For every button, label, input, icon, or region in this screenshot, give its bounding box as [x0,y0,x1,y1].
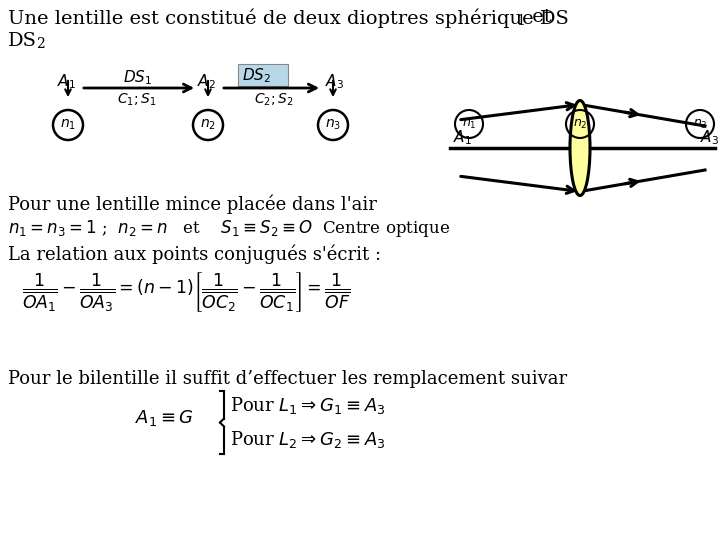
Text: $A_1$: $A_1$ [453,128,472,147]
Ellipse shape [570,100,590,195]
Bar [238,64,288,86]
Text: $A_2$: $A_2$ [197,72,216,91]
Text: $C_2 ; S_2$: $C_2 ; S_2$ [253,92,293,109]
Text: Pour $L_1 \Rightarrow G_1 \equiv A_3$: Pour $L_1 \Rightarrow G_1 \equiv A_3$ [230,395,385,415]
Text: et: et [526,8,552,26]
Text: DS: DS [8,32,37,50]
Text: $n_2$: $n_2$ [572,117,588,131]
Text: $n_3$: $n_3$ [325,118,341,132]
Text: $n_3$: $n_3$ [693,117,707,131]
Text: Une lentille est constitué de deux dioptres sphérique DS: Une lentille est constitué de deux diopt… [8,8,569,28]
Text: 2: 2 [36,37,45,51]
Text: $\dfrac{1}{\overline{OA_1}} - \dfrac{1}{\overline{OA_3}} = (n-1)\left[\dfrac{1}{: $\dfrac{1}{\overline{OA_1}} - \dfrac{1}{… [22,270,351,314]
Text: Pour le bilentille il suffit d’effectuer les remplacement suivar: Pour le bilentille il suffit d’effectuer… [8,370,567,388]
Text: Pour $L_2 \Rightarrow G_2 \equiv A_3$: Pour $L_2 \Rightarrow G_2 \equiv A_3$ [230,429,385,450]
Text: $n_1 = n_3 = 1$ ;  $n_2 = n$   et    $S_1 \equiv S_2 \equiv O$  Centre optique: $n_1 = n_3 = 1$ ; $n_2 = n$ et $S_1 \equ… [8,218,450,239]
Text: $n_1$: $n_1$ [462,117,477,131]
Text: 1: 1 [516,14,525,28]
Text: $n_1$: $n_1$ [60,118,76,132]
Text: La relation aux points conjugués s'écrit :: La relation aux points conjugués s'écrit… [8,244,381,264]
Text: $DS_2$: $DS_2$ [242,66,271,85]
Text: $C_1 ; S_1$: $C_1 ; S_1$ [117,92,157,109]
Text: $A_3$: $A_3$ [700,128,719,147]
Text: $A_1$: $A_1$ [57,72,76,91]
Text: $DS_1$: $DS_1$ [123,68,152,87]
Text: $n_2$: $n_2$ [200,118,216,132]
Text: $A_1 \equiv G$: $A_1 \equiv G$ [135,408,194,429]
Text: $A_3$: $A_3$ [325,72,344,91]
Text: Pour une lentille mince placée dans l'air: Pour une lentille mince placée dans l'ai… [8,195,377,214]
